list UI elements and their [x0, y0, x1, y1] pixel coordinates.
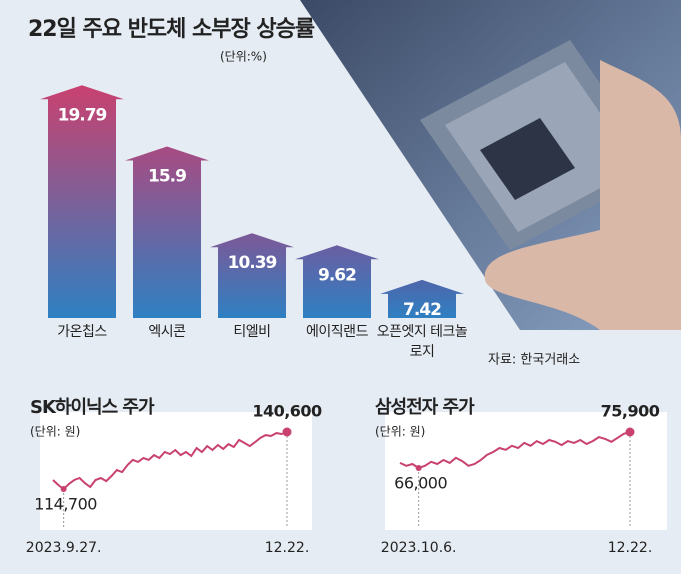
bar	[40, 85, 124, 318]
source: 자료: 한국거래소	[488, 353, 580, 368]
unit-label: (단위:%)	[220, 50, 267, 64]
data-label: 75,900	[601, 402, 660, 421]
x-tick-label: 가온칩스	[57, 324, 107, 340]
unit-label: (단위: 원)	[375, 425, 425, 439]
unit-label: (단위: 원)	[30, 425, 80, 439]
chart-title: SK하이닉스 주가	[30, 397, 155, 418]
x-tick-label: 에이직랜드	[306, 324, 368, 340]
data-label: 140,600	[252, 402, 322, 421]
x-tick-label: 12.22.	[265, 540, 310, 556]
data-label: 9.62	[318, 265, 356, 285]
point	[415, 465, 422, 471]
bar	[125, 146, 209, 318]
data-label: 114,700	[34, 495, 97, 514]
x-tick-label: 엑시콘	[148, 324, 186, 340]
point	[625, 427, 635, 437]
data-label: 66,000	[394, 474, 447, 493]
line	[399, 431, 631, 470]
point	[282, 427, 292, 437]
x-tick-label: 2023.10.6.	[381, 540, 457, 556]
chart-title: 삼성전자 주가	[375, 397, 475, 418]
bar	[295, 245, 379, 318]
bar	[210, 233, 294, 318]
photo-decoration	[300, 0, 681, 330]
panel	[40, 412, 312, 530]
x-tick-label: 티엘비	[233, 324, 271, 340]
data-label: 10.39	[228, 253, 277, 273]
panel	[385, 412, 667, 530]
line	[52, 431, 288, 491]
bar	[380, 279, 464, 318]
chart-title: 22일 주요 반도체 소부장 상승률	[28, 17, 315, 42]
point	[60, 486, 67, 492]
data-label: 15.9	[148, 167, 186, 187]
data-label: 19.79	[58, 105, 107, 125]
x-tick-label: 2023.9.27.	[26, 540, 102, 556]
x-tick-label: 오픈엣지 테크놀로지	[376, 324, 468, 360]
data-label: 7.42	[403, 300, 441, 320]
x-tick-label: 12.22.	[608, 540, 653, 556]
